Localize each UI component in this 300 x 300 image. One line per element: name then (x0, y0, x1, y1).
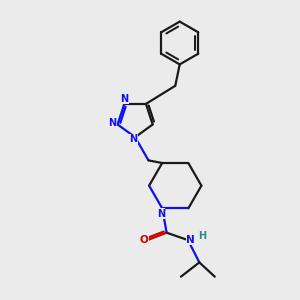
Text: N: N (157, 209, 165, 219)
Text: N: N (129, 134, 137, 144)
Text: H: H (198, 231, 206, 241)
Text: N: N (186, 235, 195, 244)
Text: N: N (120, 94, 128, 103)
Text: N: N (109, 118, 117, 128)
Text: O: O (140, 235, 148, 245)
